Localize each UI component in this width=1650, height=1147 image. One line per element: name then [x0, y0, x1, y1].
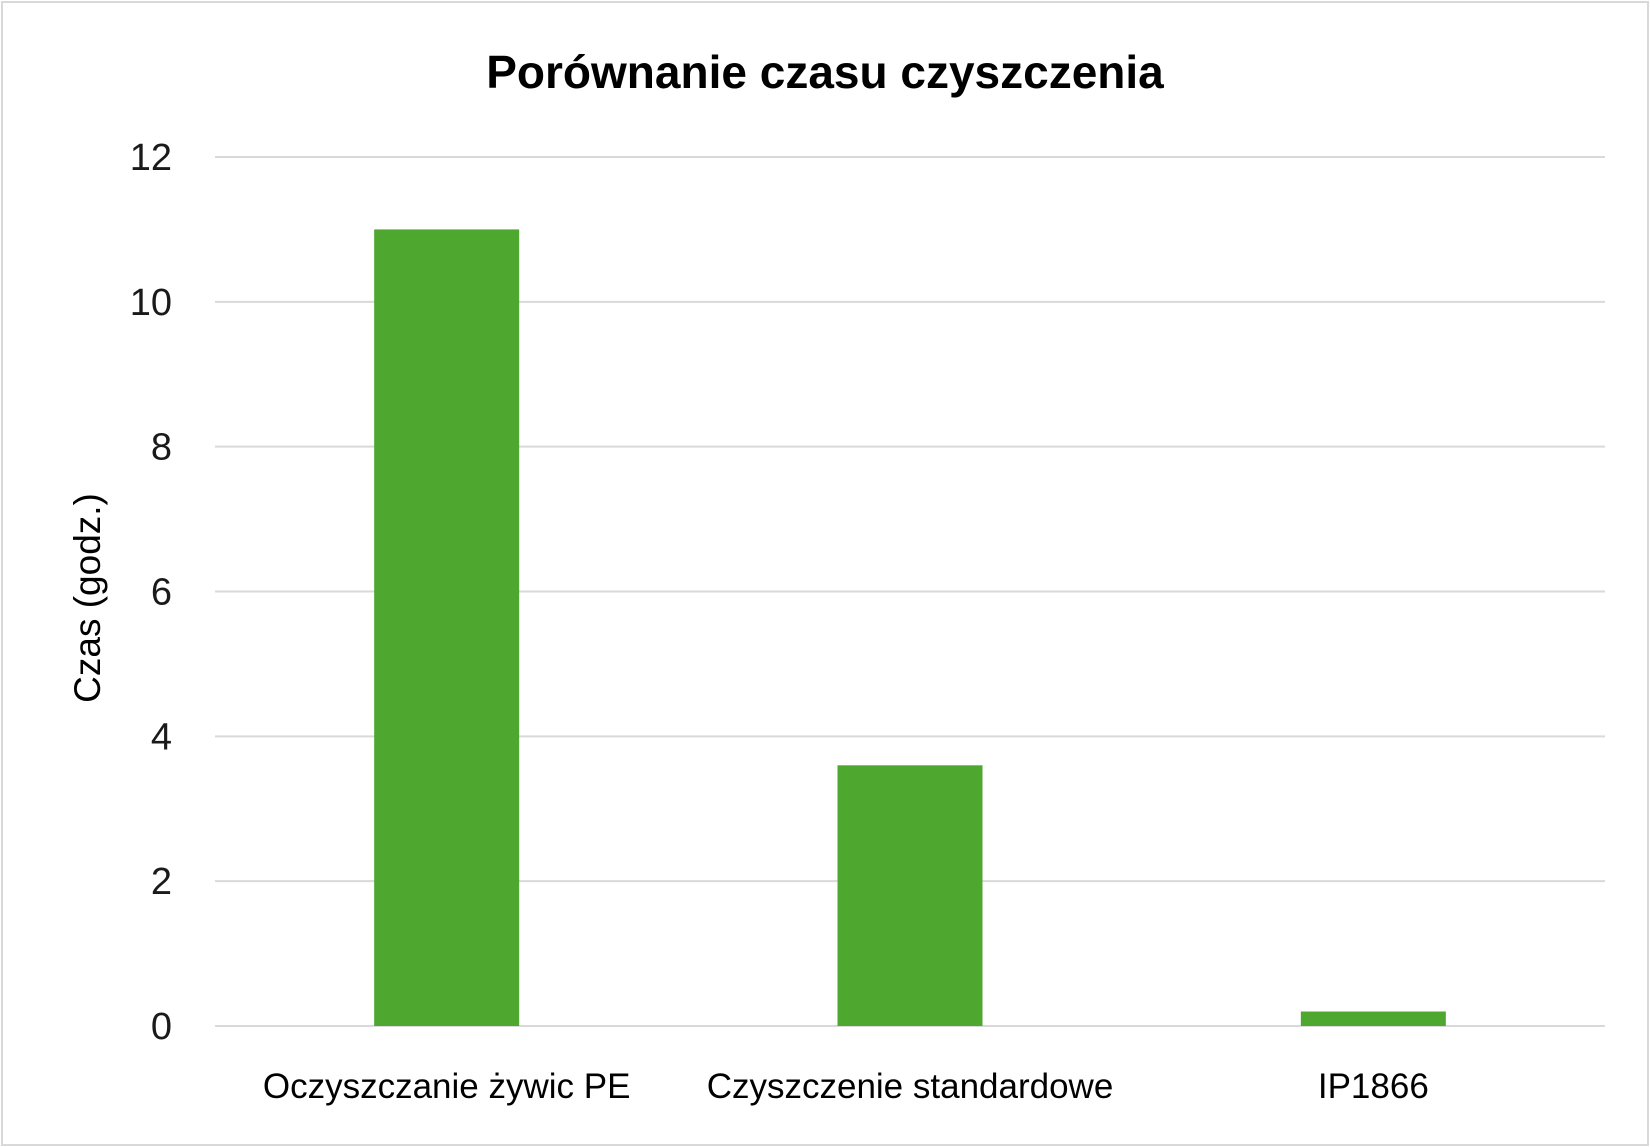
y-tick-label: 10: [130, 282, 172, 324]
y-axis-title: Czas (godz.): [67, 493, 108, 703]
y-tick-label: 6: [151, 572, 172, 614]
y-tick-label: 8: [151, 427, 172, 469]
bars: [374, 229, 1446, 1026]
category-labels: Oczyszczanie żywic PE Czyszczenie standar…: [263, 1067, 1429, 1106]
y-tick-label: 4: [151, 716, 172, 758]
y-tick-label: 0: [151, 1006, 172, 1048]
x-category-label: Czyszczenie standardowe: [707, 1067, 1114, 1106]
y-tick-label: 12: [130, 137, 172, 179]
x-category-label: Oczyszczanie żywic PE: [263, 1067, 631, 1106]
bar: [1300, 1011, 1446, 1026]
chart-title: Porównanie czasu czyszczenia: [486, 46, 1164, 98]
y-tick-label: 2: [151, 861, 172, 903]
bar: [374, 229, 520, 1026]
x-category-label: IP1866: [1318, 1067, 1429, 1106]
bar: [837, 765, 983, 1026]
y-tick-labels: 0 2 4 6 8 10 12: [130, 137, 172, 1048]
